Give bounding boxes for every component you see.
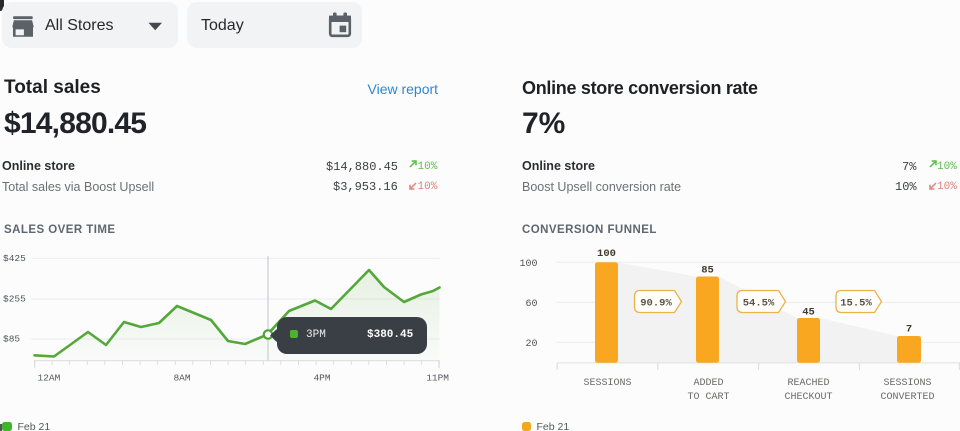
svg-text:45: 45: [802, 307, 815, 319]
svg-text:$85: $85: [3, 334, 20, 345]
svg-text:100: 100: [597, 248, 616, 260]
svg-text:90.9%: 90.9%: [640, 298, 672, 310]
svg-text:REACHED: REACHED: [787, 378, 829, 389]
svg-text:20: 20: [525, 339, 537, 350]
svg-text:12AM: 12AM: [38, 373, 61, 384]
svg-text:ADDED: ADDED: [693, 378, 723, 389]
svg-text:TO CART: TO CART: [687, 392, 729, 403]
svg-text:60: 60: [525, 299, 537, 310]
svg-text:15.5%: 15.5%: [840, 298, 872, 310]
svg-text:8AM: 8AM: [173, 373, 190, 384]
svg-text:4PM: 4PM: [313, 373, 330, 384]
svg-text:SESSIONS: SESSIONS: [883, 378, 931, 389]
svg-text:$255: $255: [3, 294, 26, 305]
svg-text:CHECKOUT: CHECKOUT: [784, 392, 832, 403]
svg-text:11PM: 11PM: [426, 373, 449, 384]
svg-text:7: 7: [906, 323, 912, 335]
svg-text:SESSIONS: SESSIONS: [583, 378, 631, 389]
svg-text:54.5%: 54.5%: [743, 298, 775, 310]
svg-text:$425: $425: [3, 253, 26, 264]
svg-text:85: 85: [701, 264, 714, 276]
svg-text:CONVERTED: CONVERTED: [880, 392, 934, 403]
svg-text:100: 100: [519, 259, 537, 270]
